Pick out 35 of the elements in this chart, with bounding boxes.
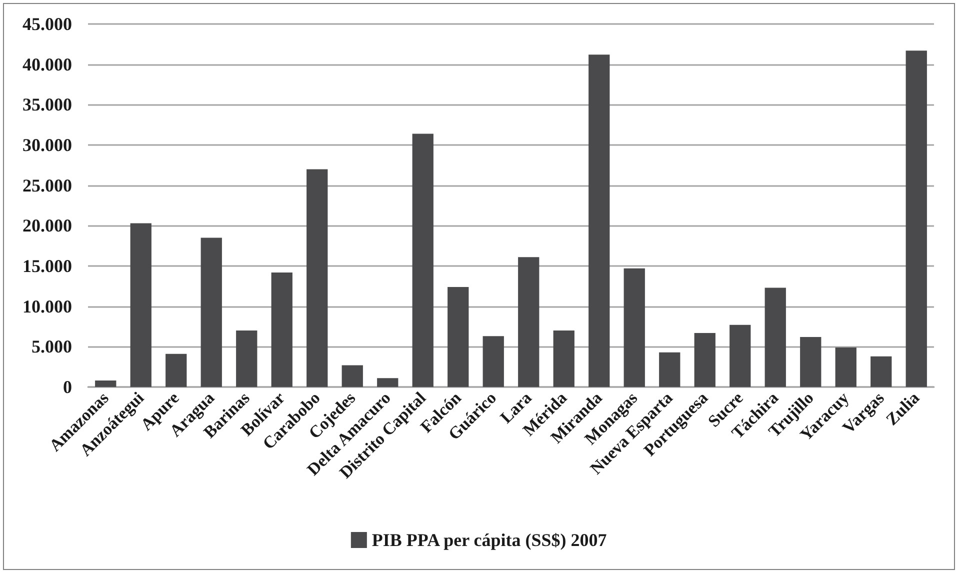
y-tick-label: 5.000: [32, 336, 72, 357]
bar: [95, 380, 116, 387]
bar: [764, 288, 786, 387]
bar: [553, 330, 574, 387]
bar: [166, 354, 187, 387]
bar: [306, 169, 328, 387]
bar: [624, 268, 645, 387]
y-tick-label: 30.000: [22, 135, 72, 155]
bar: [694, 332, 716, 387]
bar: [835, 347, 856, 387]
bar: [800, 336, 822, 387]
y-tick-label: 0: [63, 377, 72, 397]
bar: [448, 286, 469, 387]
bar: [130, 223, 152, 387]
y-tick-label: 45.000: [22, 14, 72, 34]
y-tick-label: 20.000: [22, 216, 72, 236]
bar: [236, 330, 258, 387]
y-tick-label: 10.000: [22, 296, 72, 316]
y-tick-label: 25.000: [22, 175, 72, 196]
bar: [730, 324, 751, 387]
bar: [906, 50, 927, 387]
bar: [200, 238, 222, 387]
bar: [271, 272, 292, 387]
y-tick-label: 35.000: [22, 94, 72, 115]
y-tick-label: 15.000: [22, 256, 72, 276]
y-tick-label: 40.000: [22, 54, 72, 74]
legend-label: PIB PPA per cápita (SS$) 2007: [372, 530, 607, 550]
bar: [342, 365, 363, 387]
bar: [659, 352, 680, 387]
bar: [870, 356, 892, 387]
bar: [588, 54, 610, 387]
bar: [482, 336, 504, 387]
bar: [412, 134, 434, 387]
bar: [518, 257, 540, 387]
bar: [377, 378, 398, 387]
